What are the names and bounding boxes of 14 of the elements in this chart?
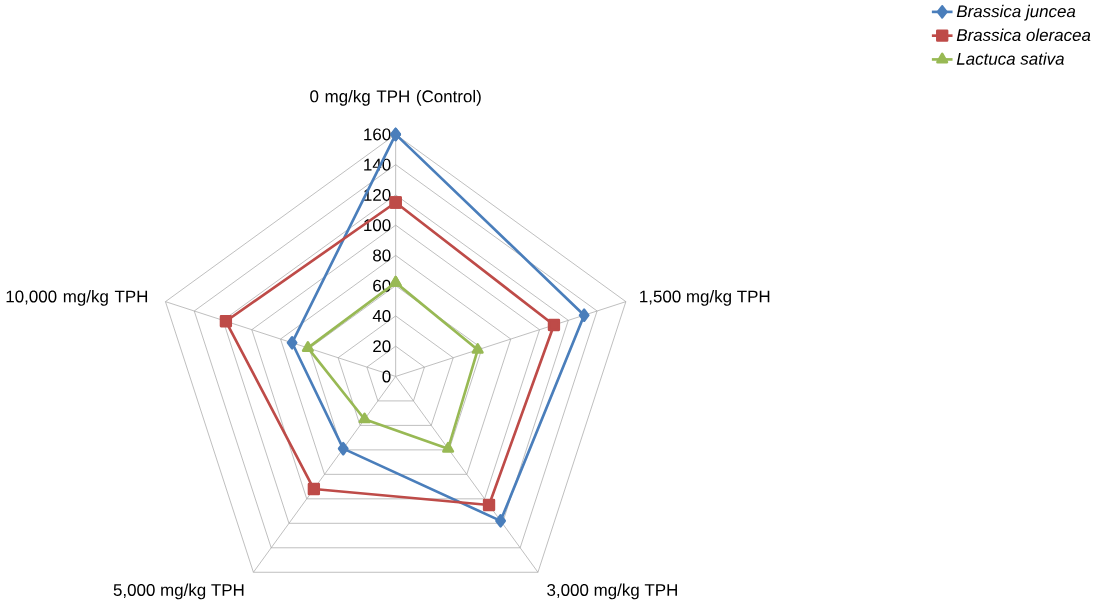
y-tick-label: 0 (382, 370, 391, 383)
y-tick-label: 100 (364, 219, 391, 232)
legend-label: Brassica oleracea (956, 28, 1091, 42)
spoke-label: 10,000 mg/kg TPH (6, 290, 148, 307)
y-tick-label: 20 (373, 340, 391, 353)
legend-label: Brassica juncea (956, 5, 1076, 21)
spoke-label: 3,000 mg/kg TPH (547, 583, 677, 600)
spoke-label: 5,000 mg/kg TPH (113, 583, 244, 600)
y-tick-label: 40 (372, 310, 391, 323)
y-tick-label: 80 (373, 249, 391, 262)
spoke-label: 1,500 mg/kg TPH (640, 290, 770, 307)
legend-label: Lactuca sativa (956, 52, 1064, 66)
spoke-label: 0 mg/kg TPH (Control) (310, 90, 481, 106)
y-tick-label: 160 (364, 128, 391, 141)
